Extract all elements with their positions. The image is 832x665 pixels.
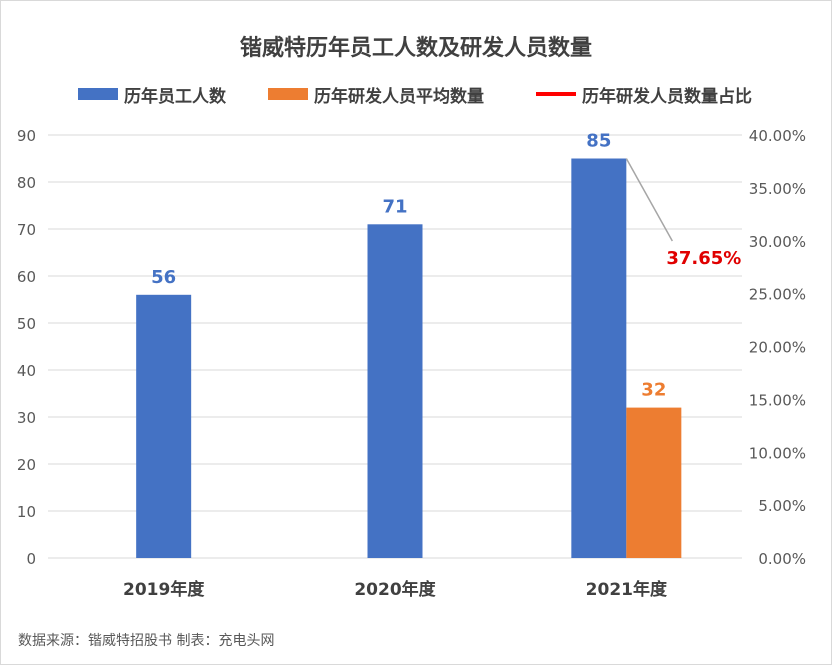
legend: 历年员工人数 历年研发人员平均数量 历年研发人员数量占比 <box>0 82 832 107</box>
y-left-tick-label: 10 <box>17 503 36 521</box>
x-category-label: 2019年度 <box>123 579 205 600</box>
bar-employees <box>571 158 627 558</box>
y-right-tick-label: 40.00% <box>749 127 806 145</box>
data-label-employees: 56 <box>151 267 176 288</box>
y-left-tick-label: 0 <box>26 550 36 568</box>
data-label-employees: 85 <box>586 131 611 152</box>
y-left-tick-label: 30 <box>17 409 36 427</box>
x-category-label: 2020年度 <box>354 579 436 600</box>
y-right-tick-label: 0.00% <box>758 550 806 568</box>
legend-swatch-rd-average <box>268 88 308 100</box>
legend-swatch-employees <box>78 88 118 100</box>
y-left-tick-label: 60 <box>17 268 36 286</box>
data-label-rd-average: 32 <box>641 380 666 401</box>
y-right-tick-label: 35.00% <box>749 180 806 198</box>
y-right-tick-label: 15.00% <box>749 391 806 409</box>
data-label-rd-ratio: 37.65% <box>666 248 741 269</box>
legend-item-employees: 历年员工人数 <box>78 82 226 107</box>
chart-title: 锴威特历年员工人数及研发人员数量 <box>239 36 592 61</box>
bar-rd-average <box>626 407 682 558</box>
legend-item-rd-ratio: 历年研发人员数量占比 <box>536 82 752 107</box>
y-right-tick-label: 25.00% <box>749 286 806 304</box>
source-note: 数据来源：锴威特招股书 制表：充电头网 <box>18 633 275 649</box>
y-right-tick-label: 10.00% <box>749 444 806 462</box>
y-right-tick-label: 30.00% <box>749 233 806 251</box>
bar-employees <box>367 224 423 559</box>
y-left-tick-label: 40 <box>17 362 36 380</box>
legend-label-rd-average: 历年研发人员平均数量 <box>314 86 484 107</box>
data-label-employees: 71 <box>382 196 407 217</box>
y-left-tick-label: 20 <box>17 456 36 474</box>
legend-label-rd-ratio: 历年研发人员数量占比 <box>582 86 752 107</box>
y-left-tick-label: 90 <box>17 127 36 145</box>
y-left-tick-label: 80 <box>17 174 36 192</box>
bar-employees <box>136 294 192 558</box>
x-category-label: 2021年度 <box>586 579 668 600</box>
y-right-tick-label: 20.00% <box>749 339 806 357</box>
y-left-tick-label: 70 <box>17 221 36 239</box>
legend-line-rd-ratio <box>536 92 576 96</box>
legend-item-rd-average: 历年研发人员平均数量 <box>268 82 484 107</box>
y-left-tick-label: 50 <box>17 315 36 333</box>
y-right-tick-label: 5.00% <box>758 497 806 515</box>
legend-label-employees: 历年员工人数 <box>124 86 226 107</box>
leader-line-rd-ratio <box>625 158 673 242</box>
